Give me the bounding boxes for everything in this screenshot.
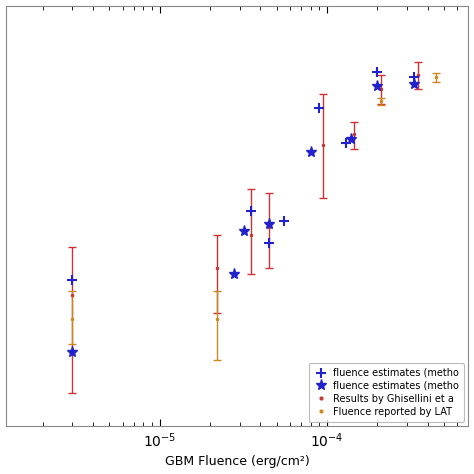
fluence estimates (metho (343, 140, 349, 146)
fluence estimates (metho (69, 278, 75, 283)
fluence estimates (metho (232, 271, 237, 277)
fluence estimates (metho (411, 82, 417, 87)
fluence estimates (metho (411, 74, 417, 80)
fluence estimates (metho (374, 69, 380, 75)
Line: fluence estimates (metho: fluence estimates (metho (67, 67, 419, 285)
X-axis label: GBM Fluence (erg/cm²): GBM Fluence (erg/cm²) (164, 456, 310, 468)
fluence estimates (metho (69, 349, 75, 355)
fluence estimates (metho (266, 221, 272, 227)
fluence estimates (metho (248, 209, 254, 214)
fluence estimates (metho (266, 240, 272, 246)
fluence estimates (metho (374, 83, 380, 89)
fluence estimates (metho (308, 149, 314, 155)
Legend: fluence estimates (metho, fluence estimates (metho, Results by Ghisellini et a, : fluence estimates (metho, fluence estima… (309, 363, 464, 421)
fluence estimates (metho (241, 228, 247, 234)
fluence estimates (metho (348, 136, 354, 142)
fluence estimates (metho (317, 105, 322, 110)
Line: fluence estimates (metho: fluence estimates (metho (67, 79, 419, 357)
fluence estimates (metho (281, 218, 286, 223)
